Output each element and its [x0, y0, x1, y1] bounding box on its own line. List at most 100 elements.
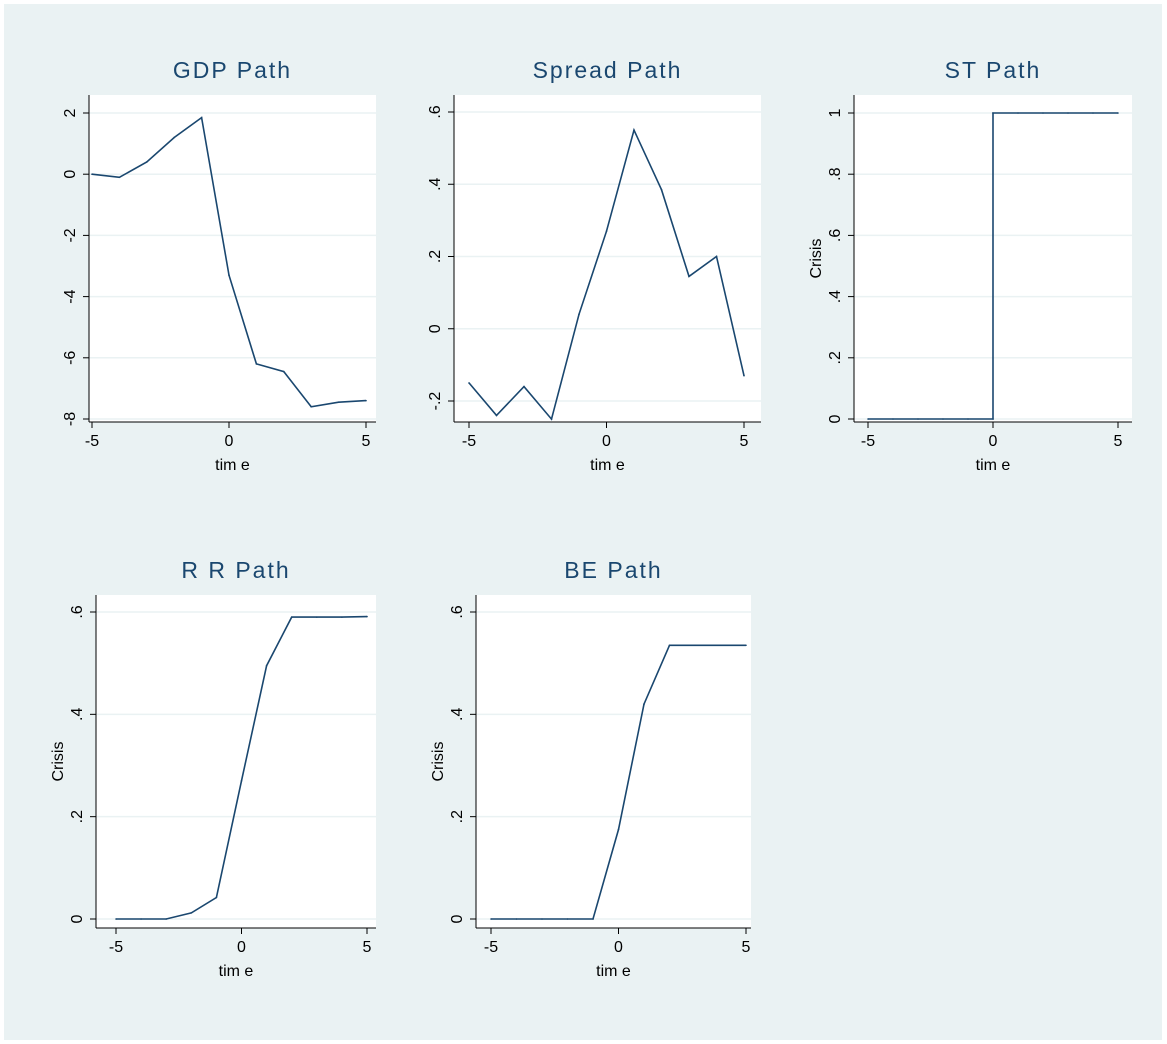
chart-svg-rr: R R Path 0 .2 .4 .6 -5 0 5 tim e Crisis [50, 557, 376, 980]
x-tick-label: -5 [85, 433, 99, 450]
data-point [341, 616, 343, 618]
plot-area [476, 595, 751, 928]
data-point [660, 188, 663, 191]
x-tick-label: 5 [740, 433, 749, 450]
data-point [719, 644, 722, 647]
data-point [1017, 112, 1019, 114]
x-axis-label: tim e [215, 457, 250, 474]
data-point [992, 418, 994, 420]
chart-panel-be: BE Path 0 .2 .4 .6 -5 0 5 tim e Crisis [379, 550, 764, 1010]
data-point [715, 255, 718, 258]
chart-title: BE Path [564, 557, 662, 583]
chart-svg-spread: Spread Path -.2 0 .2 .4 .6 -5 0 5 tim e [427, 57, 761, 474]
data-point [578, 313, 580, 316]
y-tick-label: -2 [62, 228, 79, 242]
x-tick-label: -5 [484, 939, 498, 956]
data-point [200, 116, 203, 119]
chart-title: ST Path [945, 57, 1042, 83]
data-point [643, 703, 645, 705]
x-axis-label: tim e [590, 457, 625, 474]
data-point [228, 274, 230, 276]
y-tick-label: -6 [62, 351, 79, 365]
data-point [365, 399, 367, 402]
y-tick-label: 0 [449, 914, 466, 923]
chart-svg-st: ST Path 0 .2 .4 .6 .8 1 -5 0 5 tim e Crisis [808, 57, 1132, 474]
data-point [165, 918, 167, 920]
y-tick-label: 0 [427, 324, 444, 333]
y-tick-label: 0 [62, 170, 79, 179]
data-point [633, 129, 635, 131]
data-point [550, 418, 553, 420]
data-point [694, 644, 696, 647]
y-tick-label: .4 [449, 708, 466, 721]
data-point [1042, 112, 1044, 114]
data-point [490, 918, 492, 920]
y-tick-label: .2 [449, 810, 466, 823]
plot-area [454, 95, 761, 422]
data-point [140, 918, 142, 920]
y-tick-label: 1 [827, 108, 844, 117]
chart-panel-rr: R R Path 0 .2 .4 .6 -5 0 5 tim e Crisis [4, 550, 389, 1010]
data-point [146, 161, 148, 163]
y-tick-label: 0 [827, 414, 844, 423]
data-point [1117, 112, 1119, 114]
x-tick-label: -5 [109, 939, 123, 956]
x-tick-label: 0 [989, 433, 998, 450]
chart-title: GDP Path [173, 57, 292, 83]
x-tick-label: -5 [861, 433, 875, 450]
data-point [743, 374, 745, 377]
data-point [173, 136, 175, 139]
y-tick-label: -8 [62, 412, 79, 426]
data-point [917, 418, 919, 420]
chart-title: R R Path [181, 557, 290, 583]
data-point [495, 414, 498, 417]
data-point [523, 385, 525, 388]
y-tick-label: .8 [827, 167, 844, 180]
x-tick-label: 5 [1114, 433, 1123, 450]
data-point [265, 664, 268, 667]
data-point [967, 418, 969, 420]
chart-svg-be: BE Path 0 .2 .4 .6 -5 0 5 tim e Crisis [430, 557, 751, 980]
data-point [215, 896, 218, 899]
data-point [255, 363, 258, 365]
y-tick-label: .2 [427, 250, 444, 263]
data-point [592, 918, 594, 920]
y-tick-label: 0 [69, 914, 86, 923]
x-tick-label: 5 [362, 433, 371, 450]
y-tick-label: -.2 [427, 392, 444, 411]
x-axis-label: tim e [219, 963, 254, 980]
chart-svg-gdp: GDP Path -8 -6 -4 -2 0 2 -5 0 5 tim e [62, 57, 376, 474]
data-point [283, 370, 285, 373]
data-point [867, 418, 869, 420]
y-axis-label: Crisis [808, 239, 825, 279]
y-tick-label: .6 [827, 229, 844, 242]
data-point [688, 275, 690, 278]
y-tick-label: -4 [62, 289, 79, 303]
data-point [310, 405, 313, 408]
data-point [745, 644, 747, 647]
y-tick-label: .6 [449, 605, 466, 618]
x-axis-label: tim e [596, 963, 631, 980]
chart-panel-spread: Spread Path -.2 0 .2 .4 .6 -5 0 5 tim e [389, 50, 774, 510]
data-point [290, 616, 293, 618]
x-axis-label: tim e [976, 457, 1011, 474]
y-tick-label: 2 [62, 108, 79, 117]
plot-area [89, 95, 376, 422]
figure-background: GDP Path -8 -6 -4 -2 0 2 -5 0 5 tim e Spread Path -… [4, 4, 1162, 1040]
y-tick-label: .4 [427, 177, 444, 190]
data-point [190, 912, 193, 914]
x-tick-label: -5 [462, 433, 476, 450]
data-point [541, 918, 543, 920]
y-tick-label: .4 [69, 708, 86, 721]
data-point [337, 401, 340, 403]
y-axis-label: Crisis [430, 742, 447, 782]
y-axis-label: Crisis [50, 742, 67, 782]
data-point [115, 918, 117, 920]
series-line [868, 112, 1118, 420]
data-point [566, 918, 569, 920]
x-tick-label: 0 [237, 939, 246, 956]
data-point [515, 918, 518, 920]
y-tick-label: .4 [827, 290, 844, 303]
chart-panel-st: ST Path 0 .2 .4 .6 .8 1 -5 0 5 tim e Crisis [774, 50, 1159, 510]
chart-title: Spread Path [533, 57, 683, 83]
